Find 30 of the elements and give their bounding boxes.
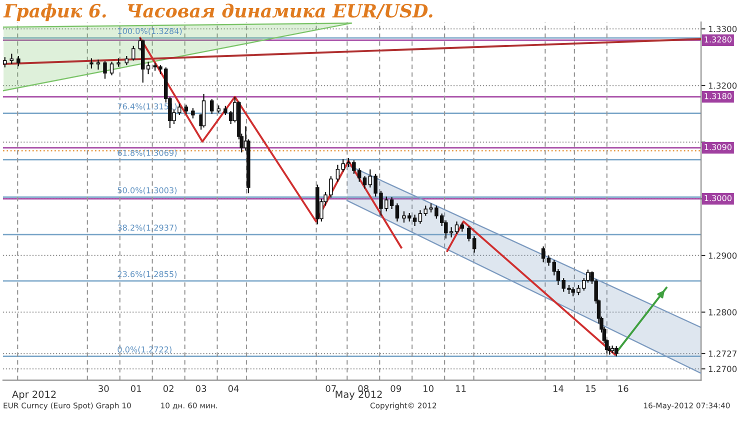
y-tick-label: 1.2700 bbox=[708, 366, 737, 372]
annotation: 0.0%(1.2722) bbox=[118, 346, 172, 354]
x-tick-label: 11 bbox=[456, 385, 466, 392]
text: May 2012 bbox=[336, 390, 382, 400]
annotation: 38.2%(1.2937) bbox=[118, 224, 177, 232]
x-tick-label: 10 bbox=[424, 385, 434, 392]
ref-line-label: 1.3000 bbox=[704, 195, 732, 202]
ref-line-label: 1.3180 bbox=[704, 93, 732, 100]
ref-line-label: 1.3280 bbox=[704, 36, 732, 43]
y-tick-label: 1.3200 bbox=[708, 82, 737, 89]
x-tick-label: 09 bbox=[390, 385, 401, 392]
x-tick-label: 03 bbox=[196, 385, 206, 392]
x-tick-label: 14 bbox=[553, 385, 564, 392]
x-tick-label: 04 bbox=[228, 385, 239, 392]
text: Apr 2012 bbox=[12, 390, 56, 400]
y-tick-label: 1.2800 bbox=[708, 309, 737, 316]
x-tick-label: 02 bbox=[163, 385, 174, 392]
x-tick-label: 07 bbox=[326, 385, 336, 392]
x-tick-label: 16 bbox=[618, 385, 628, 392]
y-tick-label: 1.2900 bbox=[708, 252, 737, 259]
chart-title: График 6. Часовая динамика EUR/USD. bbox=[3, 4, 432, 22]
annotation: 100.0%(1.3284) bbox=[118, 28, 182, 36]
y-tick-label: 1.2727 bbox=[708, 350, 736, 357]
x-tick-label: 30 bbox=[98, 385, 109, 392]
annotation: 23.6%(1.2855) bbox=[118, 270, 177, 278]
ref-line-label: 1.3090 bbox=[704, 144, 732, 150]
annotation: 61.8%(1.3069) bbox=[118, 150, 177, 157]
x-tick-label: 01 bbox=[130, 385, 142, 392]
x-tick-label: 15 bbox=[586, 385, 596, 392]
y-tick-label: 1.3300 bbox=[708, 26, 737, 32]
